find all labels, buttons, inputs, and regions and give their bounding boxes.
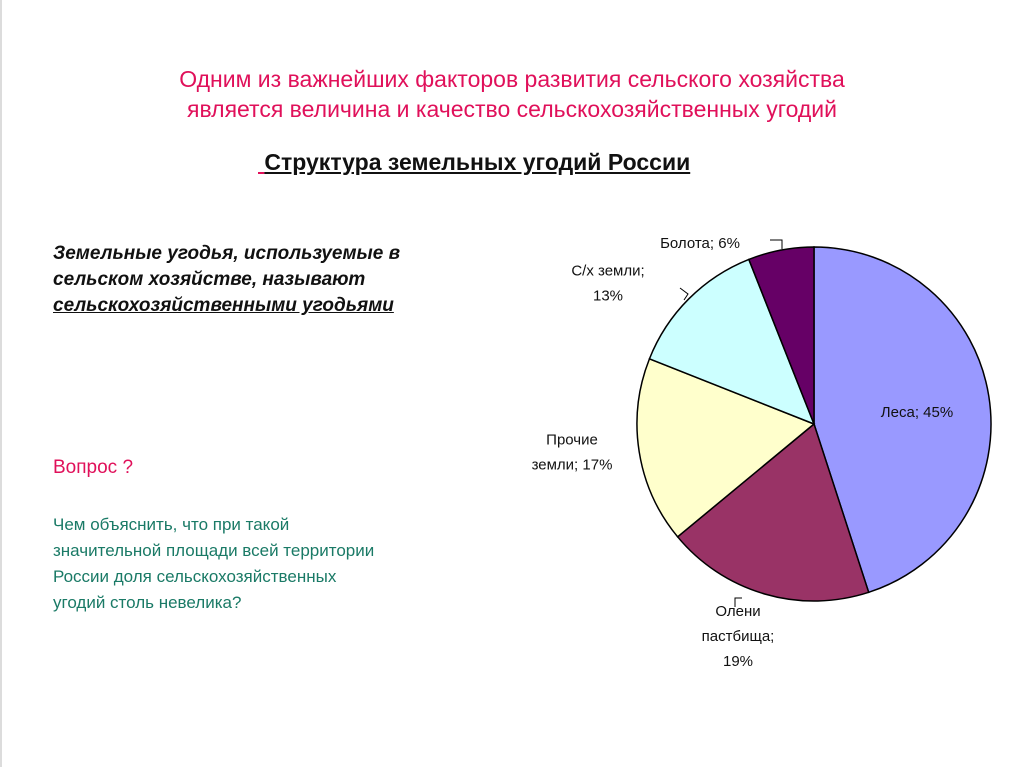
headline-line-1: Одним из важнейших факторов развития сел… (179, 66, 845, 92)
slice-label-line: 19% (723, 653, 753, 670)
left-edge-line (0, 0, 2, 767)
leader-line-2 (734, 597, 742, 607)
pie-slice-4 (648, 258, 816, 426)
leader-line-4 (679, 287, 689, 301)
chart-title: Структура земельных угодий России (264, 149, 691, 175)
slice-label-2: Олени пастбища; 19% (702, 603, 775, 670)
slice-label-5: Болота; 6% (660, 235, 740, 252)
definition-term: сельскохозяйственными угодьями (53, 295, 394, 316)
chart-title-wrap: Структура земельных угодий России (258, 149, 690, 176)
slice-label-line: С/х земли; (571, 263, 644, 280)
pie-slice-1 (813, 246, 992, 594)
slice-label-3: Прочие земли; 17% (532, 432, 613, 474)
headline-line-2: является величина и качество сельскохозя… (187, 96, 837, 122)
pie-slice-3 (636, 357, 816, 538)
slide-headline: Одним из важнейших факторов развития сел… (0, 64, 1024, 124)
slice-label-line: земли; 17% (532, 457, 613, 474)
definition-text: Земельные угодья, используемые в сельско… (53, 241, 493, 319)
slice-label-4: С/х земли; 13% (571, 263, 644, 305)
slice-label-line: пастбища; (702, 628, 775, 645)
slice-label-line: Олени (715, 603, 760, 620)
definition-part: Земельные угодья, используемые в сельско… (53, 243, 401, 290)
slice-label-line: Прочие (546, 432, 598, 449)
pie-slice-2 (676, 422, 870, 602)
pie-slice-5 (747, 246, 815, 425)
question-text: Чем объяснить, что при такой значительно… (53, 515, 375, 612)
leader-line-5 (770, 239, 783, 249)
slice-label-line: 13% (593, 288, 623, 305)
slice-label-1: Леса; 45% (881, 404, 953, 421)
slice-label-line: Леса; 45% (881, 404, 953, 421)
question-title: Вопрос ? (53, 457, 134, 478)
slice-label-line: Болота; 6% (660, 235, 740, 252)
